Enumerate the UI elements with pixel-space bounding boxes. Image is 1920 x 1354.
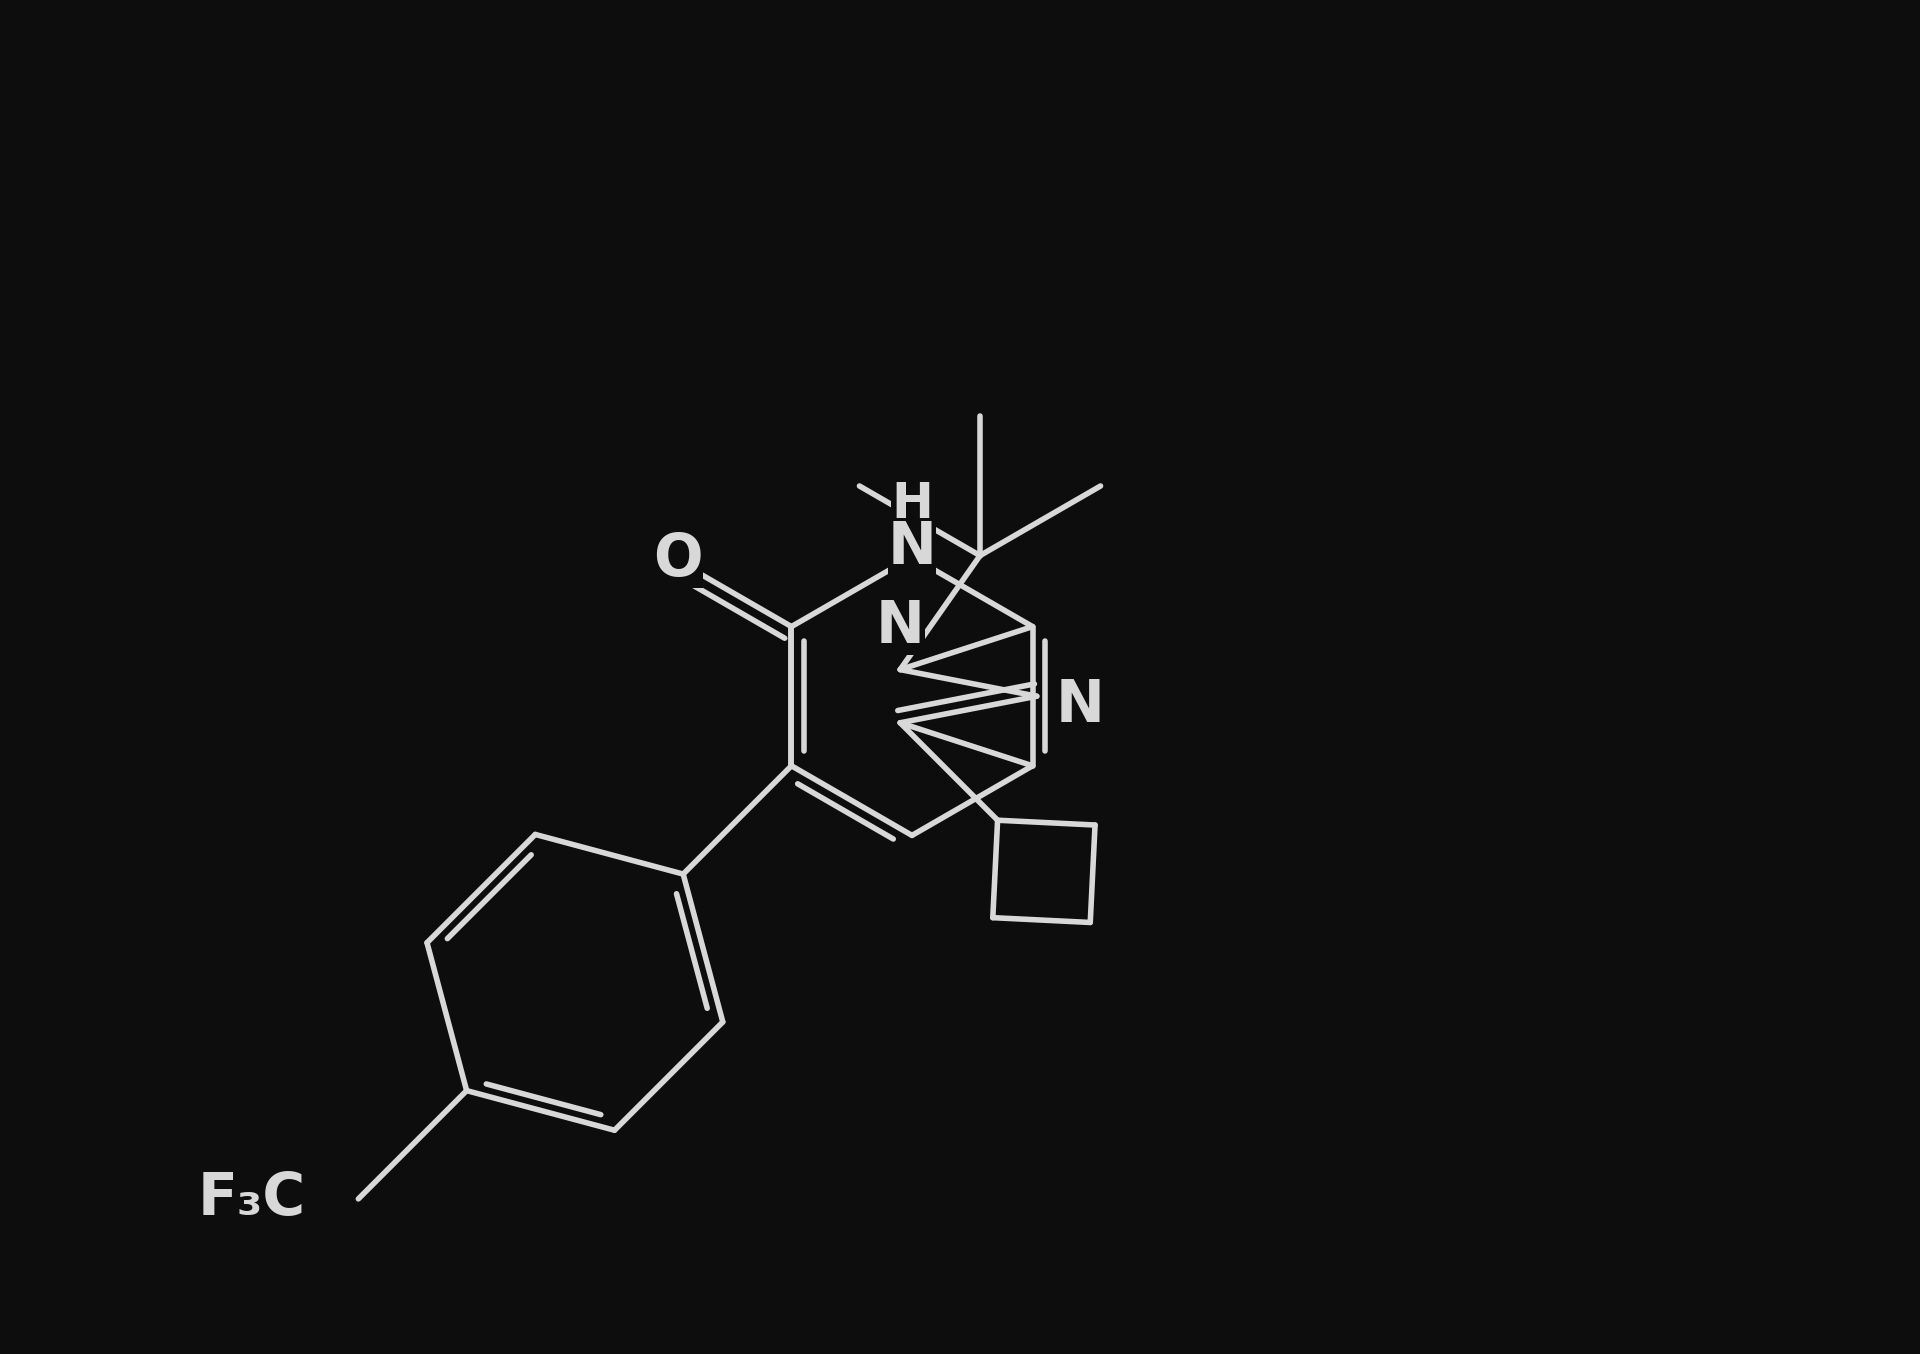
Text: N: N [1056,677,1104,734]
Text: N: N [876,598,925,655]
Text: F₃C: F₃C [198,1170,305,1227]
Text: N: N [887,519,937,575]
Text: O: O [653,531,703,588]
Text: H: H [891,481,933,528]
